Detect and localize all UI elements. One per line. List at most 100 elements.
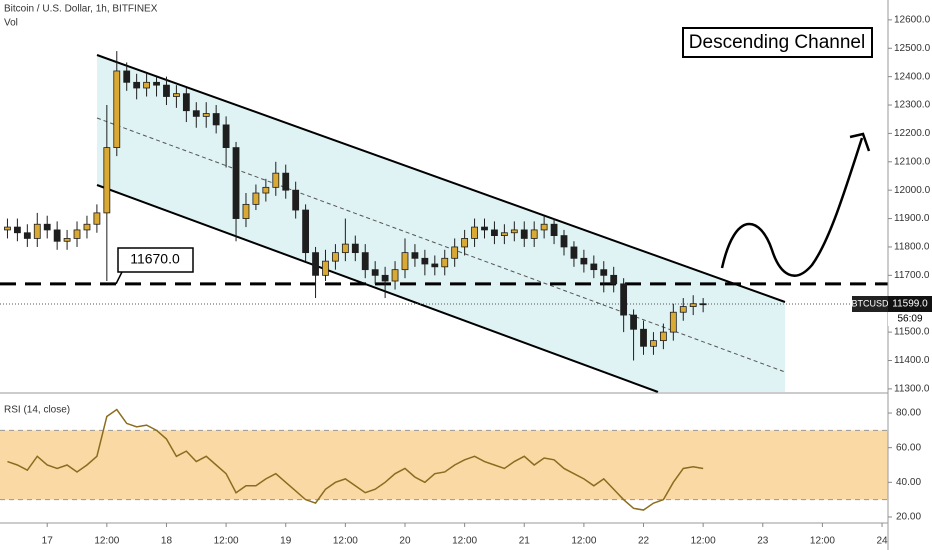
marks — [0, 51, 888, 511]
rsi-line — [7, 408, 704, 511]
chart-subtitle: Vol — [4, 18, 18, 29]
candle-body — [431, 263, 439, 268]
candle-body — [252, 192, 260, 205]
y-tick-label: 12200.0 — [894, 128, 931, 139]
y-tick-label: 12400.0 — [894, 71, 931, 82]
candle-body — [341, 243, 349, 254]
candle-body — [23, 232, 31, 239]
candle-body — [689, 303, 697, 307]
candle-body — [302, 209, 310, 254]
candle-body — [640, 328, 647, 347]
x-tick-label: 12:00 — [333, 536, 358, 547]
x-tick-label: 12:00 — [691, 536, 716, 547]
candle-body — [540, 223, 548, 231]
candle-body — [232, 147, 240, 219]
candle-body — [322, 260, 329, 276]
candle-body — [13, 226, 21, 234]
candle-body — [153, 81, 160, 86]
price-label: 11599.0 — [892, 299, 928, 310]
candle-body — [481, 226, 488, 231]
candle-body — [192, 110, 200, 117]
candle-body — [292, 189, 300, 211]
candle-body — [600, 269, 608, 276]
candle-body — [590, 263, 598, 271]
candle-body — [332, 252, 339, 262]
candle-body — [33, 223, 41, 239]
y-tick-label: 12000.0 — [894, 185, 931, 196]
y-tick-label: 11300.0 — [894, 384, 930, 395]
candle-body — [520, 229, 528, 239]
candle-body — [242, 203, 250, 219]
candle-body — [93, 212, 101, 225]
level-label-box — [117, 247, 194, 273]
y-tick-label: 12300.0 — [894, 100, 931, 111]
candle-body — [133, 81, 141, 89]
rsi-band — [0, 430, 888, 500]
candle-body — [173, 93, 180, 97]
level-label: 11670.0 — [130, 251, 180, 267]
candle-body — [312, 252, 319, 276]
candle-body — [272, 172, 280, 188]
candle-body — [669, 311, 677, 333]
candle-body — [451, 246, 459, 259]
y-tick-label: 12600.0 — [894, 15, 931, 26]
candle-body — [411, 252, 419, 259]
candle-body — [103, 147, 111, 214]
x-tick-label: 20 — [399, 536, 411, 547]
channel-upper — [96, 54, 786, 303]
price-tag — [888, 296, 932, 313]
candle-body — [43, 223, 51, 231]
candle-body — [282, 172, 290, 191]
candle-body — [83, 223, 91, 231]
candle-body — [560, 235, 568, 248]
candle-body — [391, 269, 399, 282]
candle-body — [73, 229, 81, 239]
candle-body — [371, 269, 379, 276]
y-tick-label: 11700.0 — [894, 270, 930, 281]
candle-body — [202, 113, 210, 117]
candle-body — [510, 229, 518, 234]
channel-fill — [97, 55, 785, 392]
symbol-label: BTCUSD — [851, 298, 889, 308]
candle-body — [630, 314, 637, 330]
x-tick-label: 12:00 — [452, 536, 477, 547]
candle-body — [182, 93, 190, 112]
candle-body — [679, 306, 687, 313]
candle-body — [4, 226, 11, 231]
y-tick-label: 12100.0 — [894, 156, 931, 167]
x-tick-label: 12:00 — [571, 536, 596, 547]
rsi-label: RSI (14, close) — [4, 405, 70, 416]
candle-body — [461, 238, 469, 248]
annotation: Descending Channel — [689, 32, 865, 53]
candle-body — [53, 229, 61, 242]
x-tick-label: 19 — [280, 536, 292, 547]
candle-body — [222, 124, 230, 149]
x-tick-label: 18 — [161, 536, 173, 547]
candle-body — [550, 223, 558, 236]
x-tick-label: 12:00 — [214, 536, 239, 547]
candle-body — [63, 238, 71, 242]
candle-body — [113, 70, 121, 149]
y-tick-label: 11400.0 — [894, 355, 930, 366]
countdown-tag — [888, 312, 932, 327]
candle-body — [500, 232, 508, 236]
rsi-tick-label: 40.00 — [896, 477, 921, 488]
candle-body — [491, 229, 498, 236]
symbol-tag — [852, 296, 888, 313]
candle-body — [351, 243, 359, 254]
candle-body — [143, 81, 150, 89]
x-tick-label: 17 — [42, 536, 54, 547]
candle-body — [471, 226, 478, 239]
candle-body — [650, 340, 657, 347]
x-tick-label: 24 — [876, 536, 888, 547]
arrow-head — [849, 132, 871, 152]
rsi-tick-label: 80.00 — [896, 408, 921, 419]
candle-body — [530, 229, 538, 239]
level-pointer — [115, 271, 123, 285]
rsi-band-group — [0, 429, 888, 501]
candle-body — [123, 70, 131, 83]
y-tick-label: 11500.0 — [894, 327, 930, 338]
candle-body — [610, 274, 618, 285]
x-tick-label: 12:00 — [810, 536, 835, 547]
